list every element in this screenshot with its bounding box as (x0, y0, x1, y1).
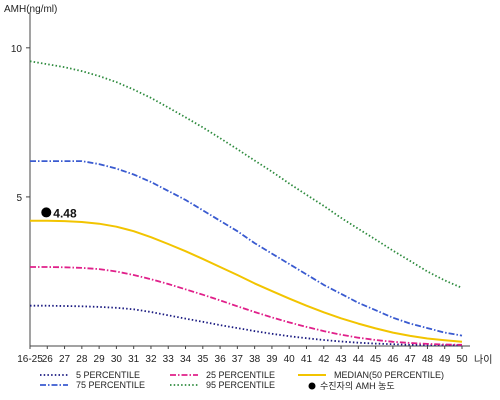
x-tick-label: 31 (128, 354, 140, 365)
x-tick-label: 28 (76, 354, 88, 365)
x-tick-label: 27 (59, 354, 71, 365)
x-tick-label: 49 (439, 354, 451, 365)
legend: 5 PERCENTILE 25 PERCENTILE MEDIAN(50 PERCE… (40, 370, 444, 391)
series-75-percentile (30, 160, 463, 337)
x-tick-label: 46 (387, 354, 399, 365)
series-layer (29, 60, 463, 347)
x-tick-label: 35 (197, 354, 209, 365)
patient-amh-marker (41, 207, 52, 218)
x-tick-label: 45 (370, 354, 382, 365)
x-tick-label: 43 (335, 354, 347, 365)
legend-item: 75 PERCENTILE (40, 380, 145, 390)
series-median-50-percentile- (30, 219, 463, 343)
series-25-percentile (30, 266, 463, 346)
legend-item-marker: 수진자의 AMH 농도 (308, 381, 395, 391)
legend-label: 75 PERCENTILE (76, 380, 145, 390)
legend-item: MEDIAN(50 PERCENTILE) (298, 370, 444, 380)
x-tick-label: 41 (301, 354, 313, 365)
y-axis-title: AMH(ng/ml) (4, 4, 57, 15)
marker-layer: 4.48 (41, 206, 77, 220)
legend-item: 95 PERCENTILE (170, 380, 275, 390)
x-tick-label: 48 (422, 354, 434, 365)
patient-amh-value-label: 4.48 (53, 206, 77, 220)
x-tick-label: 29 (94, 354, 106, 365)
x-tick-label: 40 (284, 354, 296, 365)
x-tick-label: 38 (249, 354, 261, 365)
x-tick-label: 47 (405, 354, 417, 365)
x-tick-label: 34 (180, 354, 192, 365)
legend-marker-dot (308, 382, 316, 390)
series-line (30, 219, 463, 343)
legend-label: 95 PERCENTILE (206, 380, 275, 390)
legend-item: 25 PERCENTILE (170, 370, 275, 380)
y-tick-label: 10 (11, 44, 23, 55)
x-tick-label: 36 (215, 354, 227, 365)
series-95-percentile (29, 60, 463, 289)
x-tick-label: 42 (318, 354, 330, 365)
x-tick-label: 26 (42, 354, 54, 365)
x-tick-label: 39 (266, 354, 278, 365)
legend-label: 수진자의 AMH 농도 (320, 381, 395, 391)
series-5-percentile (30, 304, 463, 347)
x-tick-label: 30 (111, 354, 123, 365)
series-line (30, 160, 463, 337)
series-line (30, 266, 463, 346)
x-tick-label: 37 (232, 354, 244, 365)
x-axis-title: 나이 (474, 354, 492, 366)
x-tick-label: 32 (145, 354, 157, 365)
x-tick-label: 16-25 (17, 354, 43, 365)
legend-item: 5 PERCENTILE (40, 370, 140, 380)
legend-label: 5 PERCENTILE (76, 370, 140, 380)
x-tick-label: 50 (456, 354, 468, 365)
y-tick-label: 5 (16, 193, 22, 204)
x-tick-label: 33 (163, 354, 175, 365)
legend-label: MEDIAN(50 PERCENTILE) (334, 370, 444, 380)
legend-label: 25 PERCENTILE (206, 370, 275, 380)
series-line (29, 60, 463, 289)
series-line (30, 304, 463, 347)
x-tick-label: 44 (353, 354, 365, 365)
